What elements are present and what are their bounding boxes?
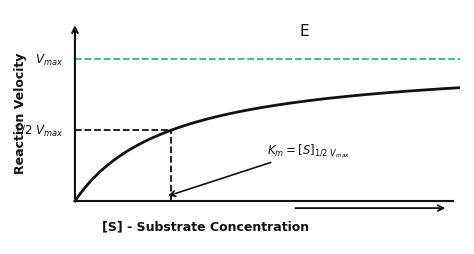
Text: $V_{max}$: $V_{max}$ xyxy=(36,53,64,68)
Text: E: E xyxy=(300,23,309,38)
Text: $K_m =[S]_{1/2\ V_{max}}$: $K_m =[S]_{1/2\ V_{max}}$ xyxy=(170,142,350,197)
Text: $1/2\ V_{max}$: $1/2\ V_{max}$ xyxy=(13,123,64,138)
Text: [S] - Substrate Concentration: [S] - Substrate Concentration xyxy=(102,220,310,233)
Text: Reaction Velocity: Reaction Velocity xyxy=(14,53,27,173)
